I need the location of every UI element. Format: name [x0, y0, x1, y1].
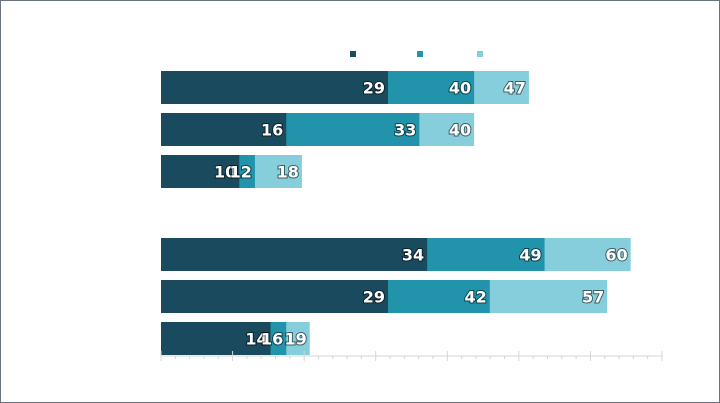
bar-g1-r2-s1 — [161, 113, 287, 146]
data-label-g2-r2-s3: 57 — [582, 288, 604, 307]
data-label-g1-r1-s1: 29 — [363, 79, 385, 98]
data-label-g2-r2-s2: 42 — [465, 288, 487, 307]
legend-marker-2 — [417, 51, 423, 57]
bar-g2-r2-s1 — [161, 280, 389, 313]
legend-marker-3 — [477, 51, 483, 57]
data-label-g1-r3-s2: 12 — [230, 163, 252, 182]
bar-g2-r1-s1 — [161, 238, 428, 271]
data-label-g2-r3-s2: 16 — [261, 330, 283, 349]
data-label-g2-r1-s2: 49 — [519, 246, 541, 265]
legend-marker-1 — [350, 51, 356, 57]
data-label-g2-r3-s3: 19 — [284, 330, 306, 349]
data-label-g2-r2-s1: 29 — [363, 288, 385, 307]
bar-g1-r3-s1 — [161, 155, 240, 188]
data-label-g2-r1-s1: 34 — [402, 246, 424, 265]
bar-g2-r3-s1 — [161, 322, 271, 355]
data-label-g1-r2-s3: 40 — [449, 121, 471, 140]
bar-g1-r1-s1 — [161, 71, 389, 104]
data-label-g1-r1-s3: 47 — [504, 79, 526, 98]
data-label-g1-r2-s1: 16 — [261, 121, 283, 140]
data-label-g1-r3-s1: 10 — [214, 163, 236, 182]
data-label-g2-r1-s3: 60 — [605, 246, 627, 265]
data-label-g2-r3-s1: 14 — [245, 330, 267, 349]
data-label-g1-r1-s2: 40 — [449, 79, 471, 98]
data-label-g1-r2-s2: 33 — [394, 121, 416, 140]
data-label-g1-r3-s3: 18 — [277, 163, 299, 182]
